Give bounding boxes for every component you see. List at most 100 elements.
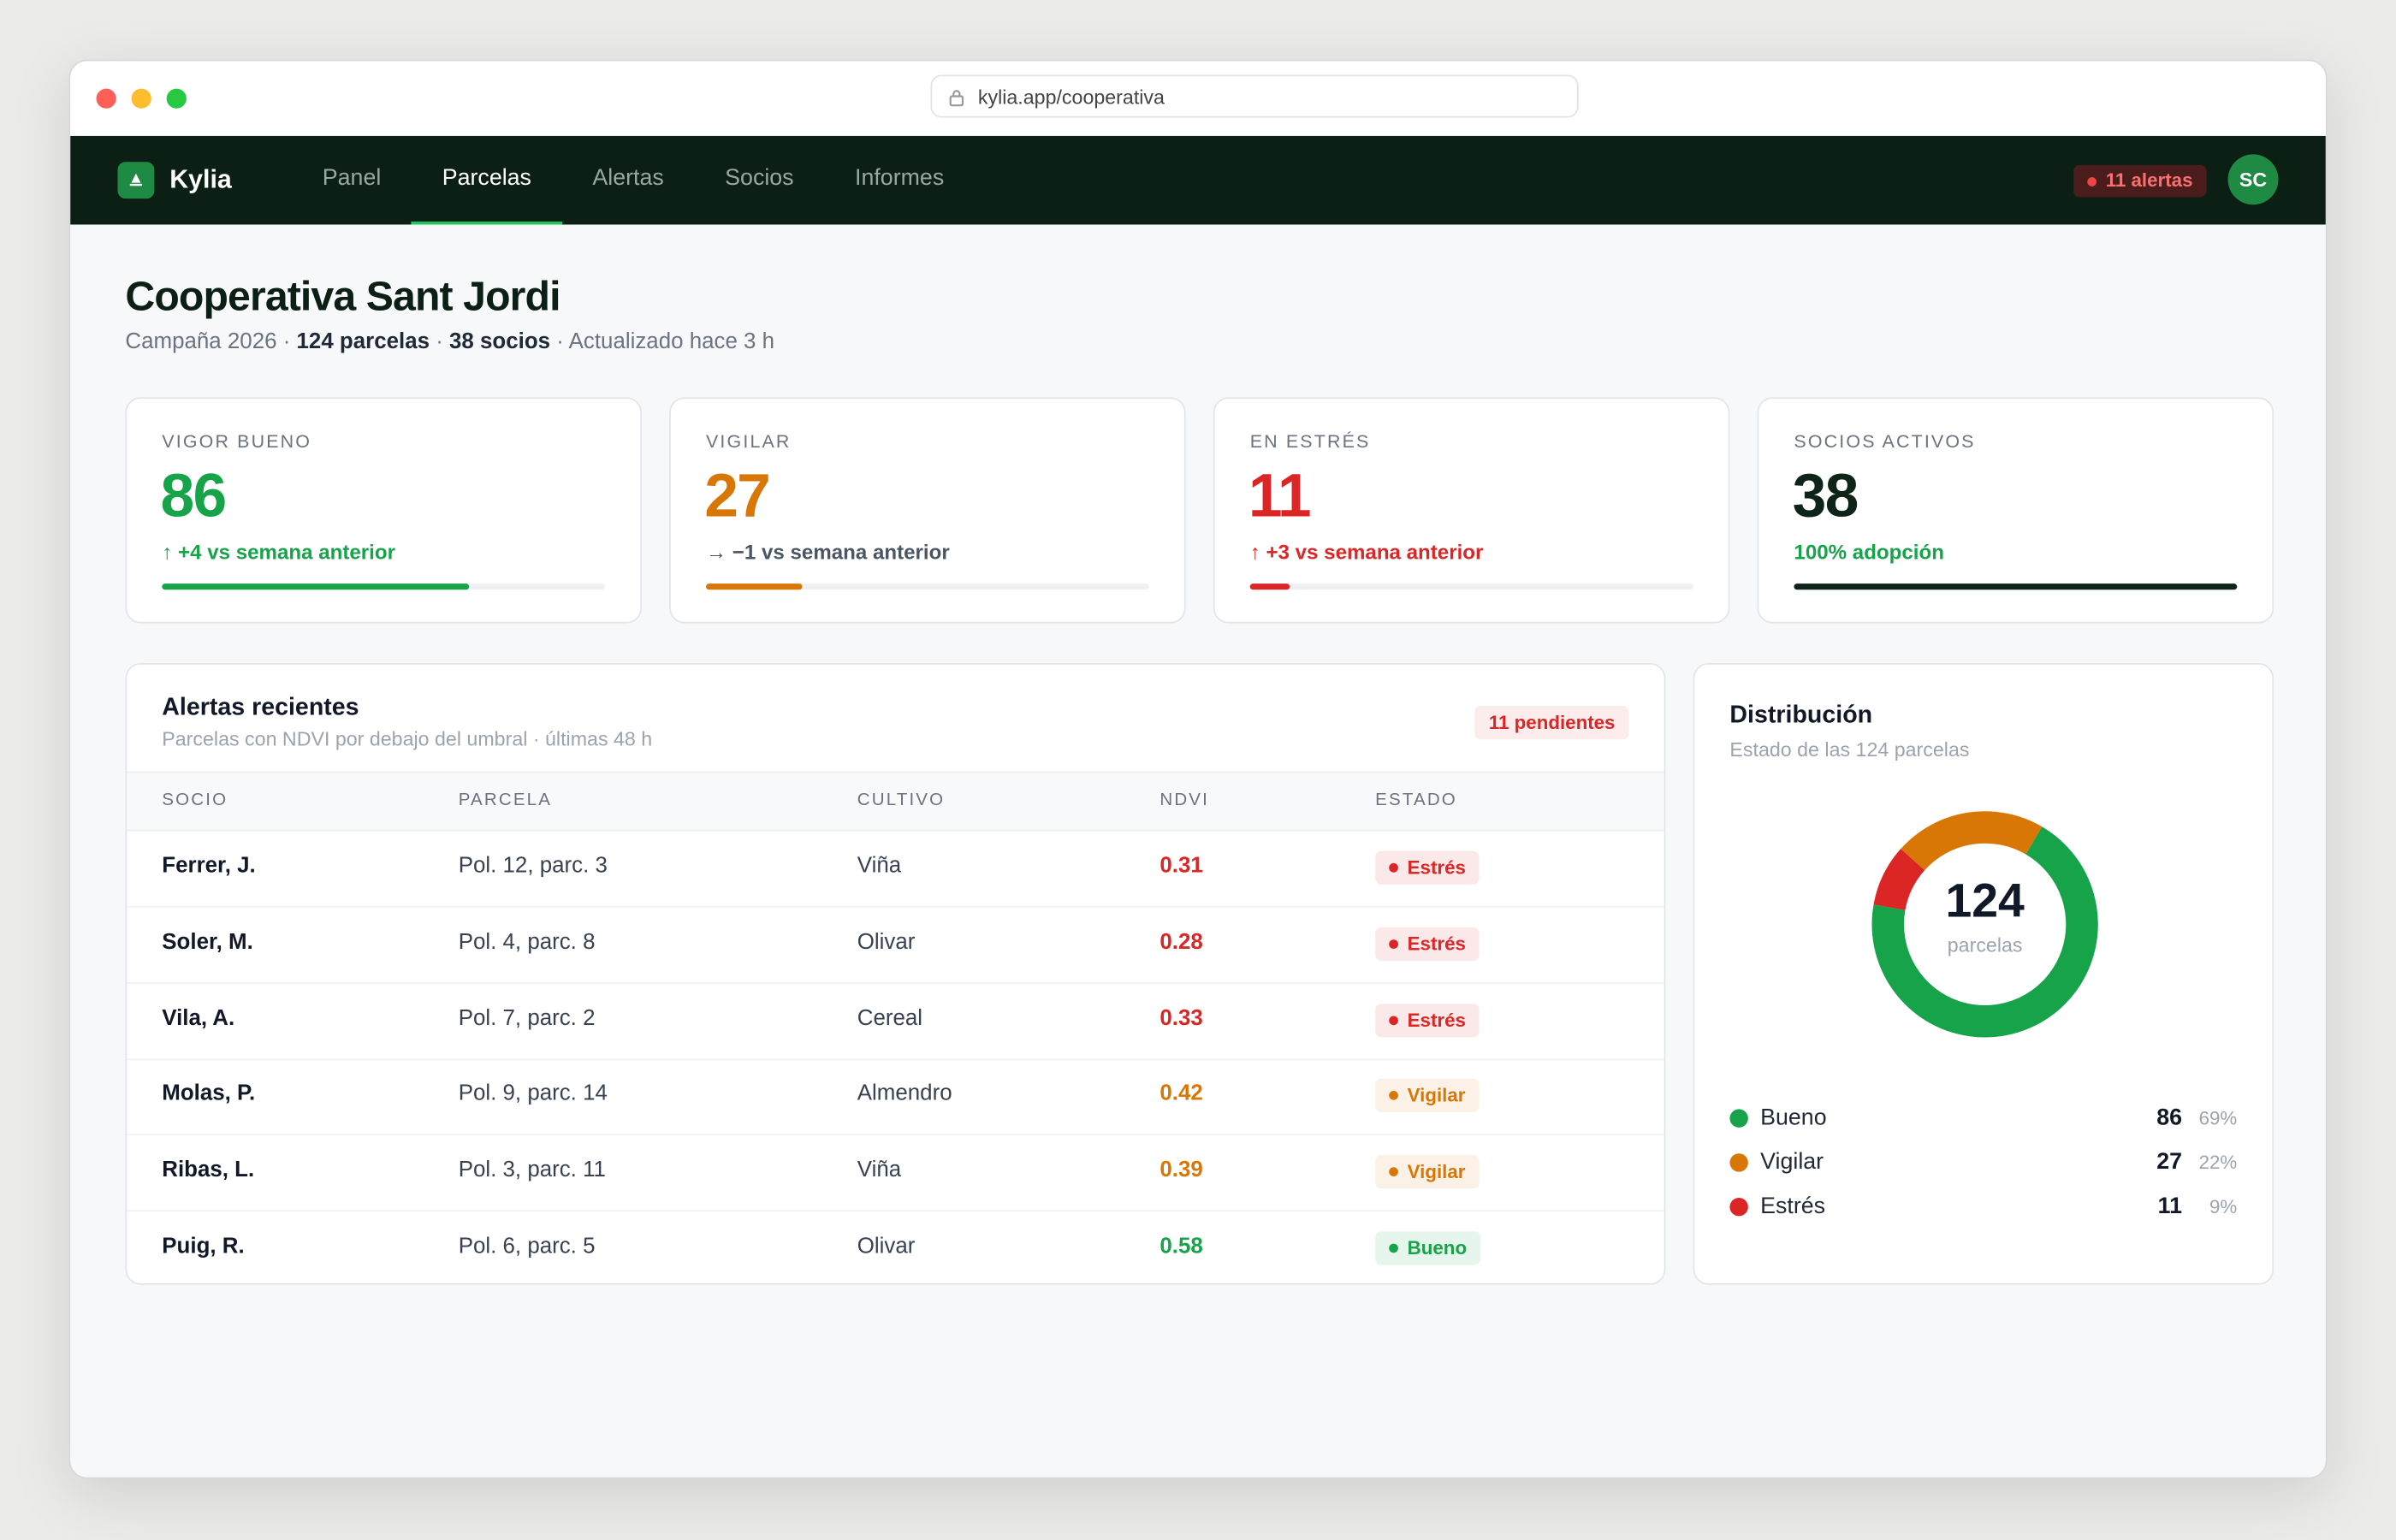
progress-fill [162, 583, 470, 590]
status-badge: Vigilar [1375, 1079, 1480, 1113]
avatar[interactable]: SC [2227, 154, 2279, 205]
legend-label: Estrés [1760, 1193, 1826, 1219]
table-row[interactable]: Ribas, L. Pol. 3, parc. 11 Viña 0.39 Vigilar [127, 1134, 1664, 1212]
nav-item[interactable]: Informes [855, 164, 945, 192]
status-badge: Estrés [1375, 927, 1480, 961]
legend-dot [1729, 1109, 1748, 1128]
minimize-button[interactable] [131, 88, 151, 109]
kpi-delta: ↑ +3 vs semana anterior [1249, 541, 1484, 564]
progress-fill [705, 583, 803, 590]
table-row[interactable]: Soler, M. Pol. 4, parc. 8 Olivar 0.28 Estrés [127, 906, 1664, 984]
legend-percent: 22% [2198, 1152, 2238, 1174]
nav-item[interactable]: Socios [725, 164, 794, 192]
kpi-value: 27 [704, 463, 771, 530]
subtitle-part: 38 socios [449, 329, 551, 355]
legend-label: Vigilar [1760, 1148, 1824, 1176]
nav-item[interactable]: Parcelas [412, 136, 562, 225]
address-bar[interactable]: kylia.app/cooperativa [930, 74, 1579, 118]
ndvi-value: 0.28 [1159, 930, 1203, 955]
table-cell: Viña [857, 854, 902, 879]
legend-dot [1729, 1153, 1748, 1172]
column-header: SOCIO [162, 791, 228, 810]
nav-item[interactable]: Alertas [592, 164, 664, 192]
distribution-card: Distribución Estado de las 124 parcelas … [1693, 662, 2274, 1285]
legend-item: Vigilar 27 22% [1729, 1146, 2237, 1179]
browser-window: kylia.app/cooperativa Kylia Panel Parcela… [68, 59, 2328, 1479]
lock-icon [949, 90, 964, 107]
subtitle-part: 124 parcelas [296, 329, 430, 355]
legend-dot [1729, 1197, 1748, 1217]
kpi-label: SOCIOS ACTIVOS [1794, 430, 1976, 453]
ndvi-value: 0.33 [1159, 1006, 1203, 1031]
table-cell: Olivar [857, 930, 916, 955]
ndvi-value: 0.58 [1159, 1234, 1203, 1259]
brand[interactable]: Kylia [169, 164, 232, 194]
status-badge: Bueno [1375, 1231, 1481, 1265]
alerts-card: Alertas recientes Parcelas con NDVI por … [125, 662, 1666, 1285]
page-title: Cooperativa Sant Jordi [125, 273, 560, 320]
alerts-pill[interactable]: 11 alertas [2073, 164, 2207, 198]
legend-item: Bueno 86 69% [1729, 1101, 2237, 1134]
kpi-card: VIGOR BUENO 86 ↑ +4 vs semana anterior [125, 397, 642, 624]
kpi-label: VIGILAR [705, 430, 792, 453]
url-text: kylia.app/cooperativa [977, 85, 1165, 109]
table-row[interactable]: Molas, P. Pol. 9, parc. 14 Almendro 0.42 Vig… [127, 1057, 1664, 1136]
donut-segment [1873, 849, 1925, 911]
kpi-label: VIGOR BUENO [162, 430, 312, 453]
kpi-delta: ↑ +4 vs semana anterior [162, 541, 395, 564]
donut-segment [1871, 826, 2098, 1038]
progress-track [162, 583, 606, 590]
pending-badge: 11 pendientes [1474, 705, 1629, 740]
kpi-value: 86 [160, 463, 227, 530]
kpi-delta: → −1 vs semana anterior [705, 541, 950, 564]
table-header: SOCIO PARCELA CULTIVO NDVI ESTADO [127, 771, 1664, 832]
table-cell: Vila, A. [162, 1006, 235, 1031]
table-row[interactable]: Ferrer, J. Pol. 12, parc. 3 Viña 0.31 Estrés [127, 830, 1664, 908]
donut-segment [1901, 811, 2043, 871]
card-subtitle: Estado de las 124 parcelas [1729, 737, 1970, 761]
logo[interactable] [117, 162, 155, 199]
status-badge: Estrés [1375, 850, 1480, 885]
table-cell: Cereal [857, 1006, 923, 1031]
legend-percent: 69% [2198, 1107, 2238, 1129]
column-header: CULTIVO [857, 791, 946, 810]
legend-value: 27 [2156, 1148, 2182, 1176]
table-cell: Puig, R. [162, 1234, 245, 1259]
subtitle-part: · [430, 329, 450, 355]
table-row[interactable]: Puig, R. Pol. 6, parc. 5 Olivar 0.58 Bueno [127, 1210, 1664, 1283]
progress-fill [1794, 583, 2238, 590]
legend-percent: 9% [2209, 1196, 2238, 1218]
card-title: Distribución [1729, 702, 1873, 729]
progress-track [705, 583, 1149, 590]
kpi-card: VIGILAR 27 → −1 vs semana anterior [669, 397, 1186, 624]
table-cell: Pol. 12, parc. 3 [458, 854, 608, 879]
page-subtitle: Campaña 2026 · 124 parcelas · 38 socios … [125, 330, 774, 355]
legend-value: 86 [2156, 1105, 2182, 1131]
card-subtitle: Parcelas con NDVI por debajo del umbral … [162, 726, 653, 750]
column-header: ESTADO [1375, 791, 1457, 810]
table-cell: Viña [857, 1158, 902, 1183]
donut-chart: 124 parcelas [1871, 811, 2098, 1038]
table-row[interactable]: Vila, A. Pol. 7, parc. 2 Cereal 0.33 Estrés [127, 981, 1664, 1060]
close-button[interactable] [96, 88, 116, 109]
progress-track [1794, 583, 2238, 590]
legend-item: Estrés 11 9% [1729, 1190, 2237, 1223]
table-cell: Pol. 4, parc. 8 [458, 930, 596, 955]
ndvi-value: 0.42 [1159, 1081, 1203, 1107]
donut-total: 124 [1945, 874, 2025, 927]
nav-item[interactable]: Panel [322, 164, 382, 192]
kpi-label: EN ESTRÉS [1249, 430, 1371, 453]
kpi-card: EN ESTRÉS 11 ↑ +3 vs semana anterior [1213, 397, 1730, 624]
donut-caption: parcelas [1948, 933, 2023, 956]
maximize-button[interactable] [166, 88, 187, 109]
table-cell: Ribas, L. [162, 1158, 255, 1183]
progress-track [1249, 583, 1693, 590]
status-badge: Estrés [1375, 1003, 1480, 1037]
column-header: PARCELA [458, 791, 553, 810]
table-cell: Pol. 9, parc. 14 [458, 1081, 608, 1107]
nav-items: Panel Parcelas Alertas Socios Informes [292, 136, 975, 225]
legend-label: Bueno [1760, 1105, 1827, 1131]
